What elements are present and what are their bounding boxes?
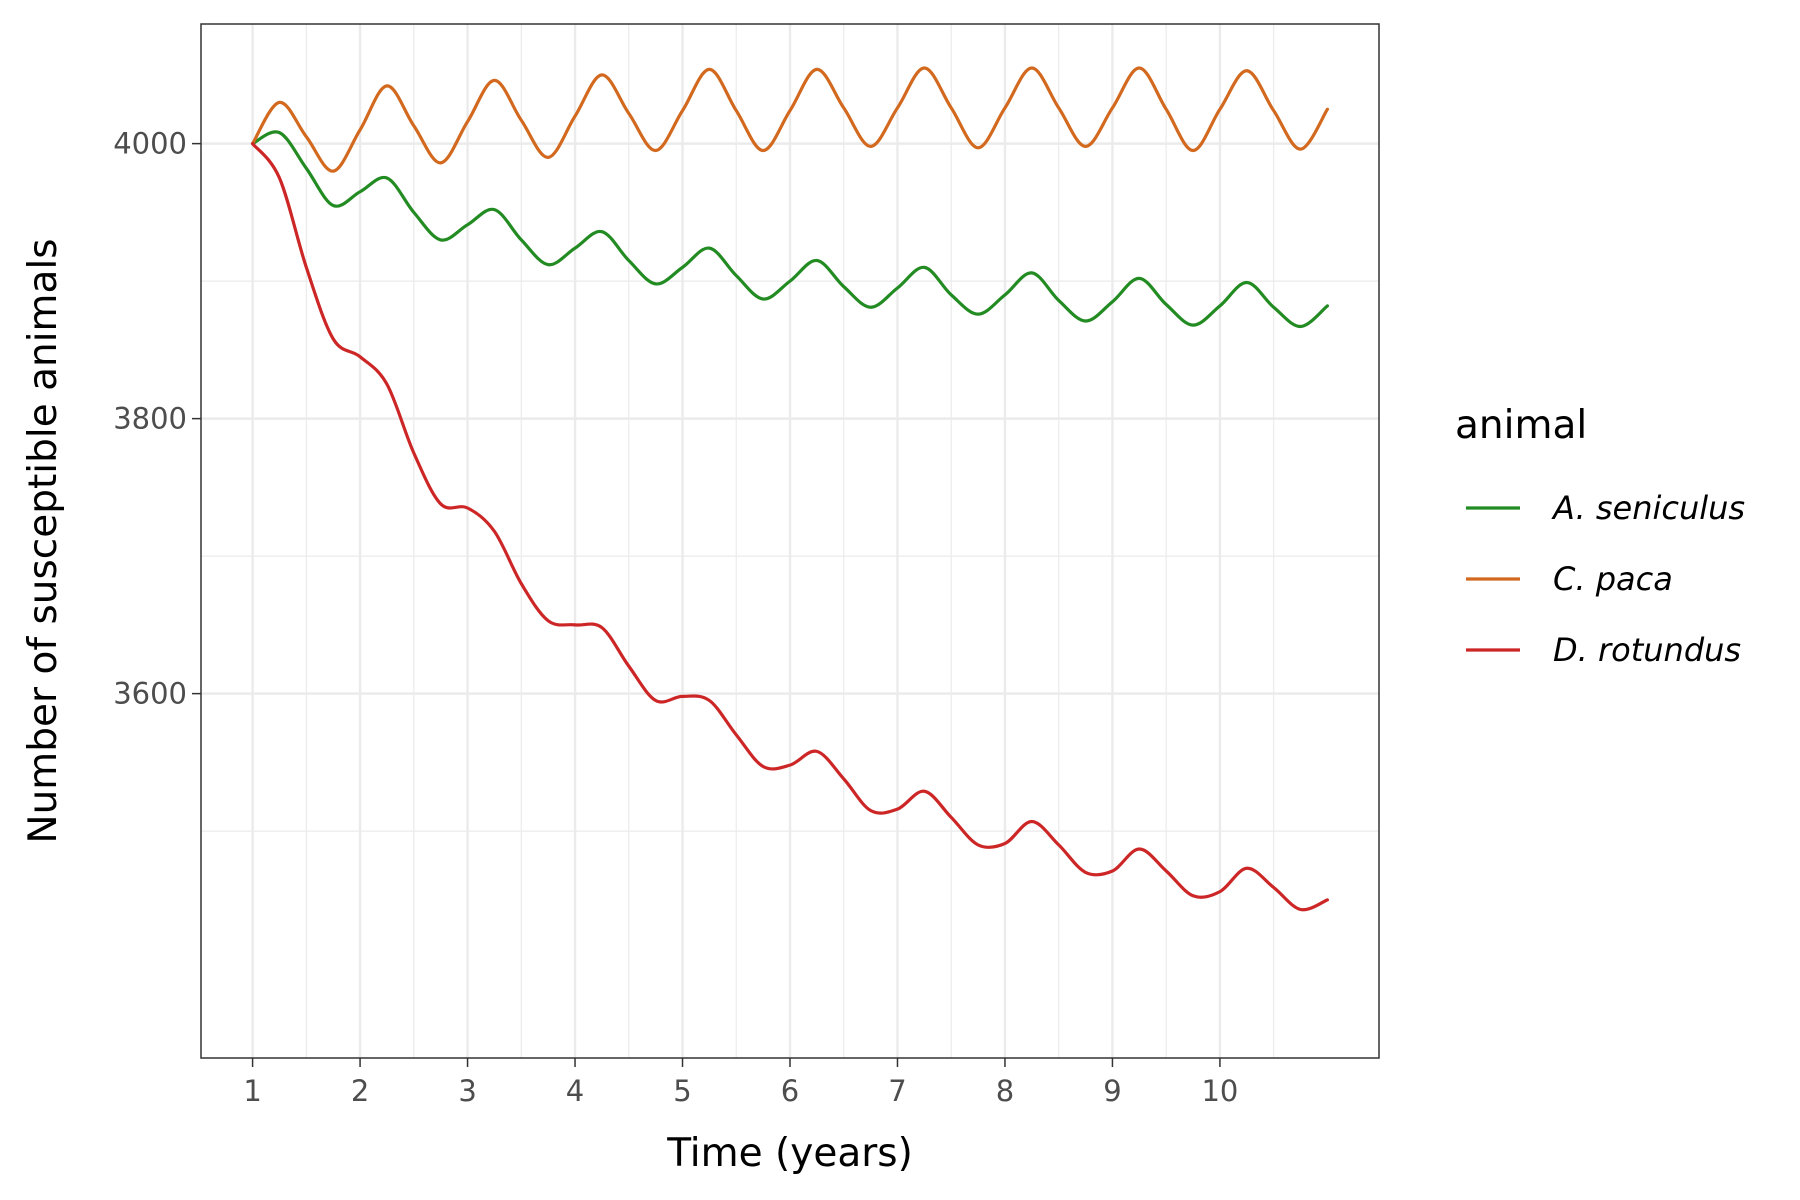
x-tick-label-4: 5 xyxy=(673,1074,691,1108)
y-tick-label-1: 3800 xyxy=(113,402,187,436)
series-line-2 xyxy=(250,142,1330,912)
x-tick-label-8: 9 xyxy=(1103,1074,1121,1108)
x-tick-label-3: 4 xyxy=(566,1074,584,1108)
legend-label-1: C. paca xyxy=(1553,560,1673,598)
y-tick-label-2: 4000 xyxy=(113,127,187,161)
x-axis-ticks: 1 2 3 4 5 6 7 8 9 10 xyxy=(243,1058,1238,1108)
x-tick-label-7: 8 xyxy=(996,1074,1014,1108)
legend-title: animal xyxy=(1455,403,1587,448)
series-lines xyxy=(250,66,1330,912)
series-line-1 xyxy=(250,66,1330,173)
x-tick-label-1: 2 xyxy=(351,1074,369,1108)
legend-label-0: A. seniculus xyxy=(1551,489,1745,527)
series-line-0 xyxy=(250,130,1330,329)
y-tick-label-0: 3600 xyxy=(113,677,187,711)
y-axis-ticks: 3600 3800 4000 xyxy=(113,127,201,711)
y-axis-title: Number of susceptible animals xyxy=(21,238,66,843)
x-tick-label-2: 3 xyxy=(458,1074,476,1108)
legend: animal A. seniculus C. paca D. rotundus xyxy=(1455,403,1745,669)
legend-label-2: D. rotundus xyxy=(1553,631,1741,669)
x-tick-label-0: 1 xyxy=(243,1074,261,1108)
x-tick-label-5: 6 xyxy=(781,1074,799,1108)
x-axis-title: Time (years) xyxy=(666,1131,913,1176)
x-tick-label-9: 10 xyxy=(1201,1074,1238,1108)
x-tick-label-6: 7 xyxy=(888,1074,906,1108)
grid-major xyxy=(201,24,1379,1058)
